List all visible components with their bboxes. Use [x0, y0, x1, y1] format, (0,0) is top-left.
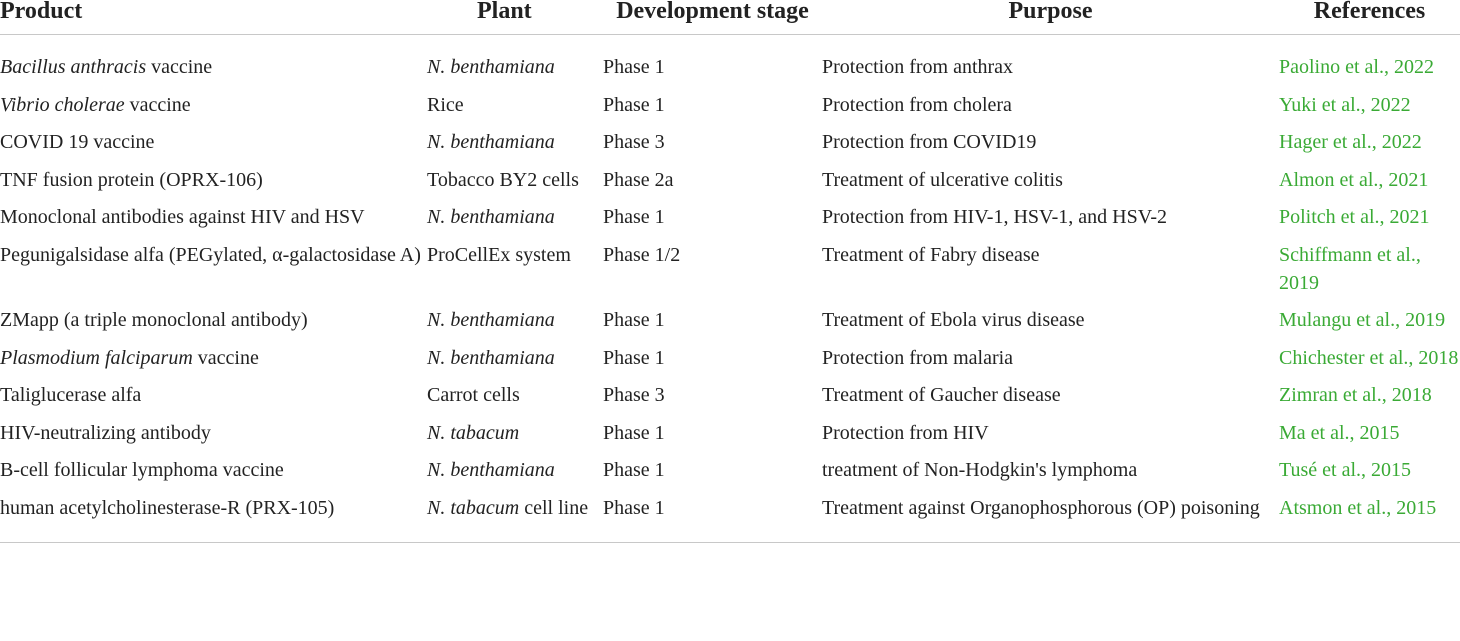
table-row: Bacillus anthracis vaccine N. benthamiana… — [0, 35, 1460, 87]
table-row: Pegunigalsidase alfa (PEGylated, α-galac… — [0, 237, 1460, 303]
table-cell: Treatment of ulcerative colitis — [822, 168, 1063, 191]
data-table: Product Plant Development stage Purpose Refe… — [0, 0, 1460, 543]
table-row: human acetylcholinesterase-R (PRX-105) N.… — [0, 489, 1460, 543]
table-cell: Ma et al., 2015 — [1279, 421, 1400, 444]
table-cell: N. benthamiana — [427, 199, 603, 237]
table-cell: treatment of Non-Hodgkin's lymphoma — [822, 459, 1138, 481]
table-cell: Treatment against Organophosphorous (OP)… — [822, 489, 1279, 543]
table-cell: Zimran et al., 2018 — [1279, 384, 1432, 406]
table-cell: Plasmodium falciparum vaccine — [0, 340, 427, 378]
table-cell: Vibrio cholerae vaccine — [0, 87, 427, 125]
table-cell: Hager et al., 2022 — [1279, 131, 1422, 153]
table-cell: TNF fusion protein (OPRX-106) — [0, 168, 263, 191]
table-cell: Phase 1 — [603, 459, 665, 481]
table-cell: Protection from COVID19 — [822, 131, 1037, 153]
table-cell: Phase 1/2 — [603, 243, 681, 266]
table-cell: Protection from HIV — [822, 421, 989, 444]
table-cell: Phase 1 — [603, 56, 665, 78]
italic-text: N. benthamiana — [427, 131, 555, 153]
column-header: Development stage — [603, 0, 822, 35]
table-cell: Protection from malaria — [822, 346, 1014, 369]
text: vaccine — [192, 346, 259, 369]
table-cell: N. benthamiana — [427, 452, 603, 490]
italic-text: Vibrio cholerae — [0, 93, 125, 116]
column-header: Plant — [427, 0, 603, 35]
table-cell: Phase 3 — [603, 131, 665, 153]
table-cell: Phase 1 — [603, 206, 665, 228]
table-cell: ProCellEx system — [427, 243, 571, 266]
italic-text: N. benthamiana — [427, 346, 555, 369]
header-row: Product Plant Development stage Purpose Refe… — [0, 0, 1460, 35]
text: vaccine — [124, 93, 191, 116]
text: cell line — [519, 496, 589, 519]
text: vaccine — [146, 56, 213, 78]
italic-text: N. benthamiana — [427, 206, 555, 228]
table-cell: Carrot cells — [427, 384, 520, 406]
table-cell: Yuki et al., 2022 — [1279, 93, 1411, 116]
table-cell: N. tabacum — [427, 415, 603, 453]
italic-text: Bacillus anthracis — [0, 56, 147, 78]
table-cell: Phase 1 — [603, 489, 822, 543]
table-cell: Politch et al., 2021 — [1279, 206, 1430, 228]
table-cell: Monoclonal antibodies against HIV and HS… — [0, 206, 365, 228]
table-row: HIV-neutralizing antibody N. tabacum Phase… — [0, 415, 1460, 453]
table-cell: Pegunigalsidase alfa (PEGylated, α-galac… — [0, 243, 421, 266]
table-cell: Rice — [427, 93, 464, 116]
table-cell: Phase 3 — [603, 384, 665, 406]
table-cell: Phase 1 — [603, 346, 665, 369]
table-cell: N. benthamiana — [427, 35, 603, 87]
table-cell: ZMapp (a triple monoclonal antibody) — [0, 309, 308, 331]
table-body: Bacillus anthracis vaccine N. benthamiana… — [0, 35, 1460, 543]
table-row: Taliglucerase alfa Carrot cells Phase 3 Tre… — [0, 377, 1460, 415]
table-cell: N. benthamiana — [427, 340, 603, 378]
table-cell: Almon et al., 2021 — [1279, 168, 1429, 191]
table-cell: Taliglucerase alfa — [0, 384, 142, 406]
table-cell: human acetylcholinesterase-R (PRX-105) — [0, 489, 427, 543]
table-cell: Tusé et al., 2015 — [1279, 459, 1412, 481]
table-row: ZMapp (a triple monoclonal antibody) N. b… — [0, 302, 1460, 340]
table-row: COVID 19 vaccine N. benthamiana Phase 3 Pro… — [0, 124, 1460, 162]
table-cell: Protection from anthrax — [822, 56, 1014, 78]
table-row: Vibrio cholerae vaccine Rice Phase 1 Protec… — [0, 87, 1460, 125]
table-cell: Chichester et al., 2018 — [1279, 346, 1459, 369]
table-cell: N. tabacum cell line — [427, 489, 603, 543]
italic-text: N. benthamiana — [427, 309, 555, 331]
italic-text: N. benthamiana — [427, 56, 555, 78]
italic-text: N. benthamiana — [427, 459, 555, 481]
table-cell: Paolino et al., 2022 — [1279, 56, 1434, 78]
italic-text: N. tabacum — [427, 421, 520, 444]
column-header: Product — [0, 0, 427, 35]
table-cell: Phase 1 — [603, 93, 665, 116]
table-cell: Treatment of Fabry disease — [822, 243, 1040, 266]
table-row: Plasmodium falciparum vaccine N. benthami… — [0, 340, 1460, 378]
table-cell: Phase 2a — [603, 168, 674, 191]
table-cell: Phase 1 — [603, 309, 665, 331]
italic-text: N. tabacum — [427, 496, 520, 519]
table-cell: N. benthamiana — [427, 302, 603, 340]
table-row: B-cell follicular lymphoma vaccine N. ben… — [0, 452, 1460, 490]
italic-text: Plasmodium falciparum — [0, 346, 193, 369]
table-cell: Treatment of Ebola virus disease — [822, 309, 1085, 331]
table-cell: Phase 1 — [603, 421, 665, 444]
table-cell: Mulangu et al., 2019 — [1279, 309, 1446, 331]
table-row: TNF fusion protein (OPRX-106) Tobacco BY2… — [0, 162, 1460, 200]
table-cell: B-cell follicular lymphoma vaccine — [0, 459, 284, 481]
table-cell: Protection from cholera — [822, 93, 1012, 116]
table-cell: Tobacco BY2 cells — [427, 168, 579, 191]
table-cell: HIV-neutralizing antibody — [0, 421, 211, 444]
table-cell: Treatment of Gaucher disease — [822, 384, 1061, 406]
table-cell: Atsmon et al., 2015 — [1279, 489, 1460, 543]
table-cell: COVID 19 vaccine — [0, 131, 155, 153]
column-header: References — [1279, 0, 1460, 35]
table-cell: Protection from HIV-1, HSV-1, and HSV-2 — [822, 206, 1167, 228]
table-cell: Schiffmann et al., 2019 — [1279, 243, 1421, 294]
table-cell: N. benthamiana — [427, 124, 603, 162]
column-header: Purpose — [822, 0, 1279, 35]
table-cell: Bacillus anthracis vaccine — [0, 35, 427, 87]
table-row: Monoclonal antibodies against HIV and HS… — [0, 199, 1460, 237]
